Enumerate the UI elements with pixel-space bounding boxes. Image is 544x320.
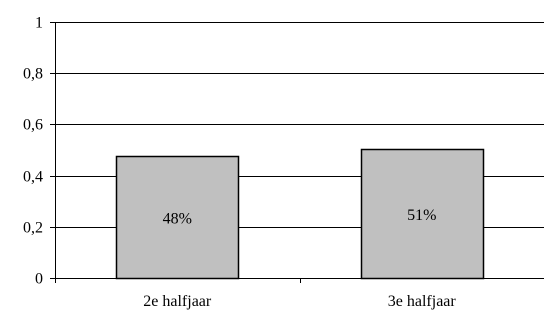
labels: 0 0,2 0,4 0,6 0,8 1 48% 2e halfjaar 51% 3e halfja… bbox=[23, 15, 456, 311]
bars bbox=[115, 148, 485, 280]
bar-2 bbox=[360, 148, 485, 280]
bar-1 bbox=[115, 155, 240, 280]
y-tick-label: 0,4 bbox=[23, 169, 43, 186]
y-tick-label: 0,8 bbox=[23, 66, 43, 83]
y-tick-label: 0 bbox=[35, 271, 43, 288]
y-tick-label: 1 bbox=[35, 15, 43, 32]
x-tick-label: 2e halfjaar bbox=[143, 293, 212, 310]
y-tick-label: 0,6 bbox=[23, 117, 43, 134]
x-tick-label: 3e halfjaar bbox=[388, 293, 457, 310]
data-label: 48% bbox=[163, 210, 192, 227]
y-tick-label: 0,2 bbox=[23, 220, 43, 237]
data-label: 51% bbox=[407, 207, 436, 224]
